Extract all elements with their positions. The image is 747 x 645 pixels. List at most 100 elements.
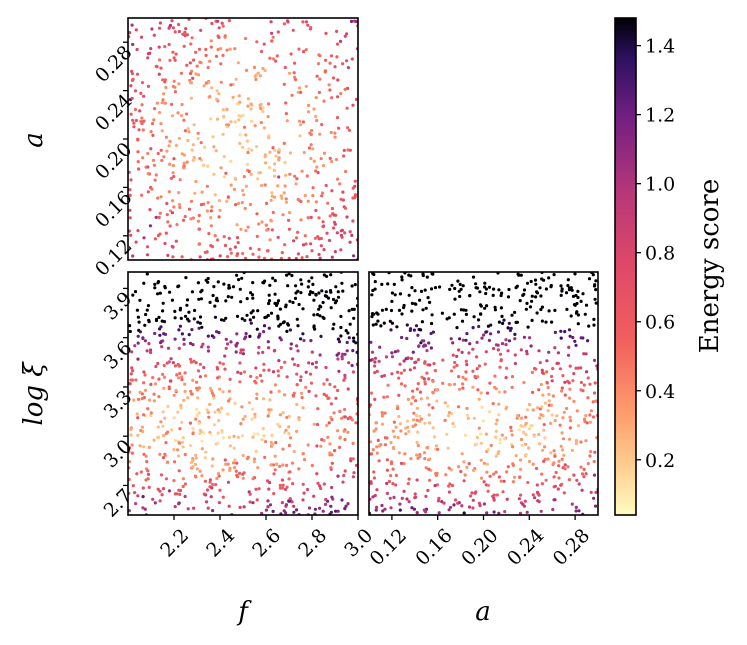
scatter-point	[164, 231, 168, 235]
scatter-point	[285, 485, 289, 489]
scatter-point	[351, 370, 355, 374]
scatter-point	[249, 172, 253, 176]
scatter-point	[267, 136, 271, 140]
scatter-point	[380, 422, 385, 426]
scatter-point	[427, 341, 431, 345]
scatter-point	[582, 352, 586, 356]
scatter-point	[584, 303, 589, 307]
scatter-point	[183, 214, 187, 219]
scatter-point	[332, 411, 336, 415]
scatter-point	[586, 339, 590, 343]
scatter-point	[270, 39, 274, 43]
scatter-point	[285, 119, 289, 123]
scatter-point	[581, 389, 585, 393]
scatter-point	[575, 301, 579, 306]
scatter-point	[254, 381, 258, 385]
scatter-point	[154, 215, 158, 219]
scatter-point	[552, 273, 556, 277]
scatter-point	[307, 389, 311, 393]
scatter-point	[579, 366, 583, 370]
scatter-point	[554, 470, 558, 475]
scatter-point	[411, 389, 415, 393]
scatter-point	[133, 290, 138, 294]
scatter-point	[266, 340, 270, 344]
scatter-point	[543, 401, 548, 405]
scatter-point	[332, 322, 336, 326]
scatter-point	[461, 338, 465, 342]
scatter-point	[276, 316, 280, 320]
scatter-point	[238, 100, 242, 104]
scatter-point	[206, 164, 210, 168]
scatter-point	[409, 457, 413, 461]
scatter-point	[351, 196, 355, 200]
scatter-point	[312, 159, 316, 163]
scatter-point	[208, 478, 212, 482]
scatter-point	[437, 496, 441, 500]
scatter-point	[318, 132, 322, 136]
scatter-point	[215, 89, 219, 93]
scatter-point	[297, 417, 301, 422]
scatter-point	[395, 404, 400, 408]
scatter-point	[428, 300, 432, 304]
scatter-point	[330, 96, 334, 100]
scatter-point	[346, 430, 350, 434]
scatter-point	[209, 244, 213, 248]
scatter-point	[234, 344, 238, 348]
scatter-point	[461, 375, 465, 379]
scatter-point	[256, 309, 260, 313]
scatter-point	[477, 397, 481, 401]
scatter-point	[221, 24, 225, 28]
scatter-point	[287, 272, 291, 276]
scatter-point	[221, 53, 225, 58]
scatter-point	[156, 425, 160, 429]
scatter-point	[476, 318, 481, 322]
scatter-point	[162, 375, 167, 379]
scatter-point	[246, 104, 250, 108]
scatter-point	[160, 493, 164, 497]
scatter-point	[183, 494, 187, 499]
scatter-point	[271, 276, 275, 280]
scatter-point	[429, 331, 433, 336]
scatter-point	[464, 370, 468, 374]
scatter-point	[152, 392, 156, 396]
scatter-point	[289, 342, 293, 346]
scatter-point	[280, 478, 284, 482]
scatter-point	[153, 382, 157, 386]
scatter-point	[218, 361, 222, 365]
y-tick-label: 0.24	[91, 90, 136, 135]
scatter-point	[545, 370, 549, 374]
colorbar-tick-label: 1.2	[645, 105, 675, 127]
scatter-point	[489, 323, 493, 327]
scatter-point	[519, 348, 523, 352]
scatter-point	[267, 166, 272, 170]
scatter-point	[162, 92, 166, 96]
scatter-point	[491, 293, 495, 297]
scatter-point	[198, 375, 202, 379]
scatter-point	[344, 504, 348, 508]
scatter-point	[582, 467, 586, 471]
scatter-point	[336, 429, 340, 433]
scatter-point	[245, 139, 250, 143]
scatter-point	[209, 117, 213, 121]
scatter-point	[146, 304, 150, 308]
scatter-point	[350, 284, 354, 288]
scatter-point	[464, 312, 468, 316]
scatter-point	[283, 487, 288, 491]
scatter-point	[513, 353, 517, 357]
scatter-point	[227, 19, 231, 23]
scatter-point	[163, 284, 167, 289]
scatter-point	[135, 308, 139, 312]
scatter-point	[423, 421, 427, 425]
scatter-point	[197, 421, 201, 425]
scatter-point	[163, 45, 167, 49]
scatter-point	[140, 397, 144, 401]
scatter-point	[524, 307, 529, 311]
scatter-point	[492, 510, 496, 514]
scatter-point	[267, 293, 271, 297]
scatter-point	[427, 403, 431, 407]
scatter-point	[136, 150, 140, 154]
scatter-point	[414, 324, 419, 328]
scatter-point	[391, 482, 395, 486]
scatter-point	[398, 508, 402, 512]
scatter-point	[172, 393, 176, 397]
